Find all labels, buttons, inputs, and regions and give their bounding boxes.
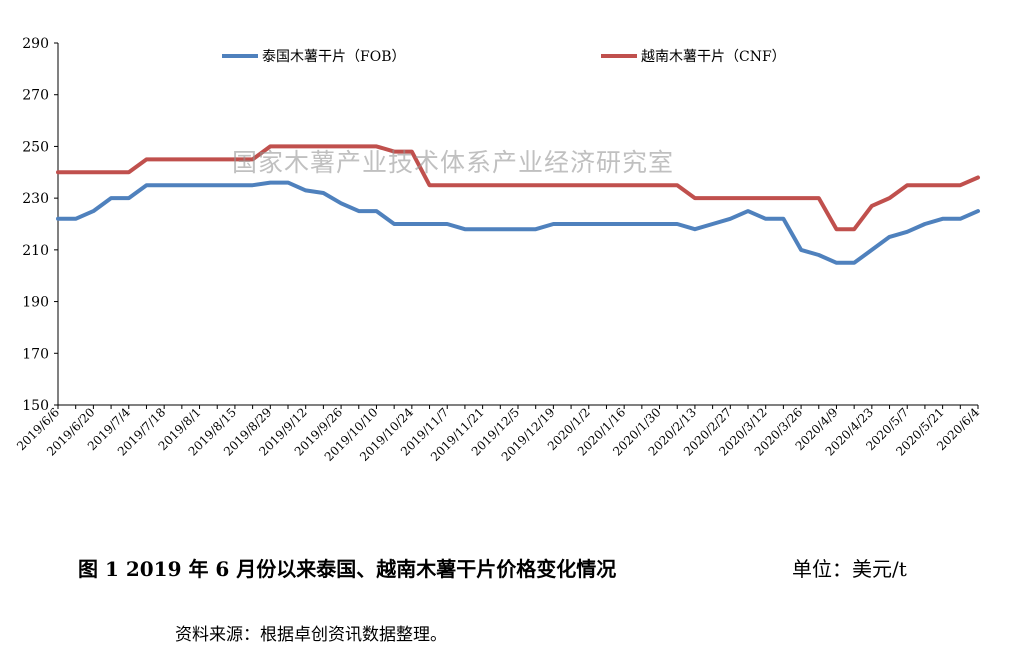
series-line-1 [56, 144, 980, 232]
y-tick-label: 190 [22, 295, 49, 311]
legend: 泰国木薯干片（FOB） 越南木薯干片（CNF） [222, 49, 786, 65]
unit-label: 单位：美元/t [792, 557, 907, 581]
series-layer [56, 144, 980, 265]
y-axis: 150 170 190 210 230 250 270 290 [22, 36, 59, 414]
watermark: 国家木薯产业技术体系产业经济研究室 [232, 148, 675, 177]
y-tick-label: 210 [22, 243, 49, 259]
y-tick-label: 230 [22, 191, 49, 207]
figure-caption: 图 1 2019 年 6 月份以来泰国、越南木薯干片价格变化情况 [78, 557, 617, 581]
x-axis: 2019/6/62019/6/202019/7/42019/7/182019/8… [14, 404, 982, 464]
legend-label-0: 泰国木薯干片（FOB） [262, 49, 405, 65]
source-note: 资料来源：根据卓创资讯数据整理。 [175, 625, 447, 645]
chart: 150 170 190 210 230 250 270 290 2019/6/62019/6/… [14, 36, 982, 464]
y-tick-label: 150 [22, 398, 49, 414]
series-line-0 [56, 180, 980, 265]
y-tick-label: 290 [22, 36, 49, 52]
legend-label-1: 越南木薯干片（CNF） [641, 49, 786, 65]
y-tick-label: 250 [22, 139, 49, 155]
y-tick-label: 170 [22, 346, 49, 362]
y-tick-label: 270 [22, 88, 49, 104]
